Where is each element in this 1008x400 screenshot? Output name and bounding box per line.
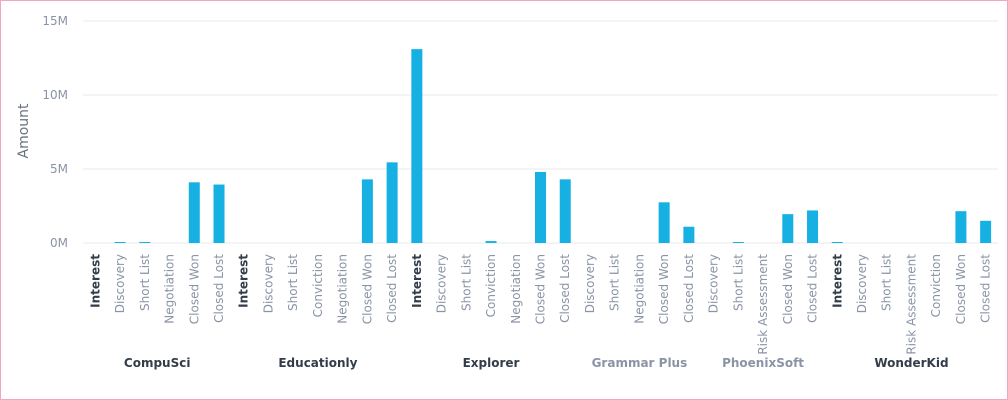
bar xyxy=(535,171,546,243)
x-tick-label: Discovery xyxy=(113,254,127,313)
group-label: PhoenixSoft xyxy=(722,356,804,370)
bars xyxy=(114,49,992,244)
bar xyxy=(139,242,151,243)
group-label: Explorer xyxy=(463,356,520,370)
x-tick-label: Closed Lost xyxy=(558,254,572,323)
bar xyxy=(559,179,571,243)
group-label: CompuSci xyxy=(124,356,191,370)
x-tick-label: Closed Lost xyxy=(806,254,820,323)
x-tick-label: Closed Won xyxy=(187,254,201,324)
bar xyxy=(213,184,225,243)
x-tick-label: Closed Lost xyxy=(682,254,696,323)
x-tick-label: Closed Lost xyxy=(385,254,399,323)
x-tick-label: Negotiation xyxy=(336,254,350,324)
y-tick-label: 10M xyxy=(42,88,68,102)
x-tick-label: Conviction xyxy=(311,254,325,317)
group-label: WonderKid xyxy=(874,356,948,370)
x-tick-label: Short List xyxy=(880,254,894,311)
x-tick-label: Closed Lost xyxy=(212,254,226,323)
x-tick-label: Conviction xyxy=(484,254,498,317)
bar xyxy=(361,179,373,243)
x-tick-label: Closed Won xyxy=(360,254,374,324)
x-tick-label: Closed Won xyxy=(657,254,671,324)
group-label: Educationly xyxy=(278,356,357,370)
x-tick-label: Closed Won xyxy=(781,254,795,324)
bar xyxy=(411,49,423,244)
x-tick-label: Short List xyxy=(138,254,152,311)
x-tick-label: Closed Won xyxy=(534,254,548,324)
y-tick-label: 0M xyxy=(50,236,68,250)
y-axis-label: Amount xyxy=(16,103,32,159)
x-tick-label: Closed Won xyxy=(954,254,968,324)
x-tick-label: Interest xyxy=(830,254,844,308)
x-tick-label: Negotiation xyxy=(163,254,177,324)
y-tick-label: 5M xyxy=(50,162,68,176)
x-tick-label: Negotiation xyxy=(632,254,646,324)
bar xyxy=(807,210,819,243)
y-axis-ticks: 0M 5M 10M 15M xyxy=(42,14,68,250)
x-tick-label: Discovery xyxy=(435,254,449,313)
bar xyxy=(955,211,967,243)
x-tick-label: Discovery xyxy=(261,254,275,313)
bar xyxy=(485,241,497,243)
x-tick-label: Discovery xyxy=(707,254,721,313)
bar xyxy=(114,242,126,243)
x-tick-label: Interest xyxy=(237,254,251,308)
bar xyxy=(980,220,992,243)
x-tick-label: Negotiation xyxy=(509,254,523,324)
x-tick-label: Risk Assessment xyxy=(756,254,770,355)
group-labels: CompuSci Educationly Explorer Grammar Plus P… xyxy=(124,356,949,370)
bar xyxy=(658,202,670,243)
x-tick-label: Discovery xyxy=(855,254,869,313)
bar xyxy=(683,226,695,243)
bar xyxy=(386,162,398,243)
x-tick-label: Short List xyxy=(608,254,622,311)
x-axis-ticks: Interest Discovery Short List Negotiation Cl… xyxy=(88,254,992,355)
x-tick-label: Short List xyxy=(459,254,473,311)
bar xyxy=(732,242,744,243)
x-tick-label: Discovery xyxy=(583,254,597,313)
bar xyxy=(831,242,843,243)
y-tick-label: 15M xyxy=(42,14,68,28)
x-tick-label: Conviction xyxy=(929,254,943,317)
x-tick-label: Risk Assessment xyxy=(904,254,918,355)
bar xyxy=(782,214,794,243)
x-tick-label: Interest xyxy=(410,254,424,308)
x-tick-label: Short List xyxy=(286,254,300,311)
x-tick-label: Short List xyxy=(731,254,745,311)
bar xyxy=(188,182,200,243)
x-tick-label: Interest xyxy=(88,254,102,308)
x-tick-label: Closed Lost xyxy=(979,254,993,323)
group-label: Grammar Plus xyxy=(592,356,688,370)
